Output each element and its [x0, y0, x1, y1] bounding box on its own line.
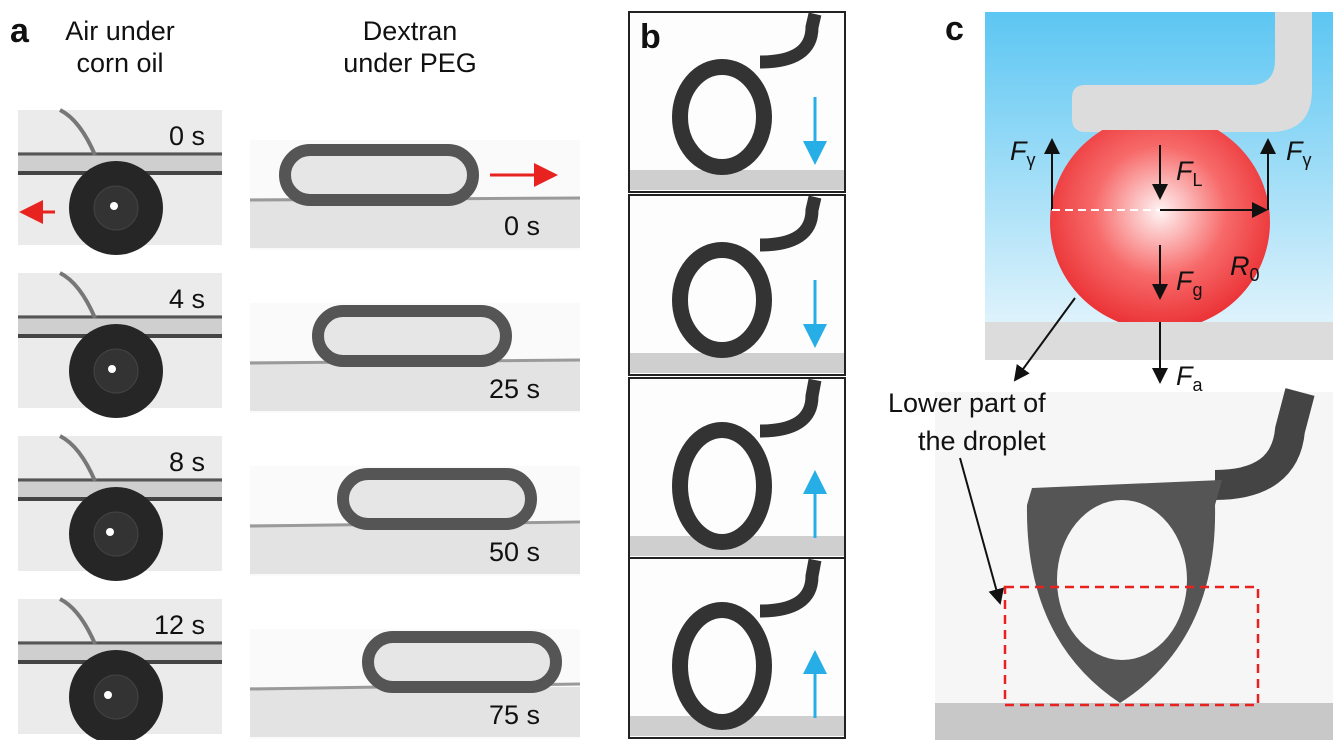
- highlight: [108, 365, 116, 373]
- symbol: R: [1230, 251, 1250, 281]
- symbol: F: [1010, 136, 1028, 166]
- droplet: [285, 150, 473, 200]
- panel-label: c: [945, 10, 964, 48]
- time-label: 0 s: [169, 121, 205, 151]
- column-title: Air under: [65, 16, 175, 46]
- time-label: 12 s: [154, 610, 205, 640]
- substrate: [630, 353, 844, 373]
- time-label: 75 s: [489, 700, 540, 730]
- subscript: g: [1193, 280, 1203, 300]
- time-label: 0 s: [504, 211, 540, 241]
- droplet: [368, 637, 556, 687]
- droplet: [318, 311, 506, 361]
- panel-label: b: [640, 18, 661, 56]
- highlight: [110, 202, 118, 210]
- symbol: F: [1176, 361, 1194, 391]
- highlight: [106, 528, 114, 536]
- subscript: γ: [1303, 150, 1312, 170]
- annotation: the droplet: [918, 426, 1046, 456]
- time-label: 4 s: [169, 284, 205, 314]
- annotation: Lower part of: [888, 388, 1046, 418]
- symbol: F: [1176, 156, 1194, 186]
- column-title: Dextran: [363, 16, 458, 46]
- subscript: 0: [1250, 265, 1260, 285]
- substrate: [935, 703, 1333, 740]
- column-title: corn oil: [76, 48, 163, 78]
- droplet-inner: [1057, 500, 1187, 660]
- substrate: [630, 170, 844, 190]
- bubble-core: [94, 349, 138, 393]
- artwork: [18, 12, 1333, 740]
- subscript: a: [1193, 375, 1204, 395]
- figure: a Air under corn oil Dextran under PEG b…: [0, 0, 1333, 740]
- time-label: 50 s: [489, 537, 540, 567]
- droplet: [343, 474, 531, 524]
- column-title: under PEG: [343, 48, 477, 78]
- force-label: Fa: [1176, 361, 1204, 395]
- panel-label: a: [10, 12, 30, 50]
- bubble-core: [94, 675, 138, 719]
- symbol: F: [1176, 266, 1194, 296]
- subscript: L: [1193, 170, 1203, 190]
- bubble-core: [94, 512, 138, 556]
- time-label: 25 s: [489, 374, 540, 404]
- symbol: F: [1286, 136, 1304, 166]
- subscript: γ: [1027, 150, 1036, 170]
- highlight: [104, 691, 112, 699]
- time-label: 8 s: [169, 447, 205, 477]
